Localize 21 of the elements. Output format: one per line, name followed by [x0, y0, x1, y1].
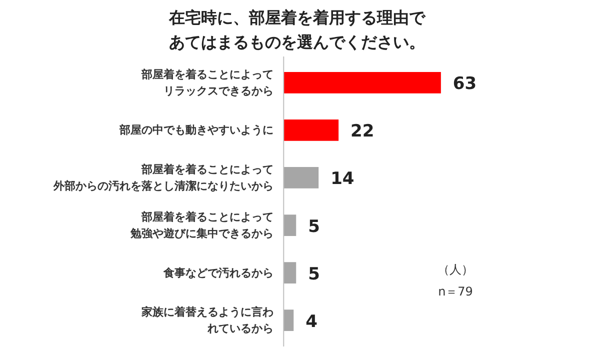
data-label: 22: [350, 122, 374, 142]
y-tick-label: 部屋着を着ることによって外部からの汚れを落とし清潔になりたいから: [52, 163, 274, 192]
data-label: 63: [452, 74, 477, 94]
data-label: 4: [306, 312, 318, 332]
data-label: 5: [308, 216, 320, 237]
data-label: 5: [308, 264, 320, 284]
y-tick-label: 部屋着を着ることによってリラックスできるから: [140, 68, 274, 98]
bar: [284, 214, 296, 236]
bar: [284, 310, 294, 332]
bar: [284, 167, 319, 188]
bar: [284, 119, 339, 141]
y-tick-label: 食事などで汚れるから: [162, 266, 274, 280]
annotation: （人）: [438, 262, 474, 276]
annotation: n＝79: [438, 284, 473, 298]
data-label: 14: [330, 169, 354, 190]
bar: [284, 262, 296, 284]
chart-title: 在宅時に、部屋着を着用する理由であてはまるものを選んでください。: [168, 8, 426, 52]
bar: [284, 72, 441, 94]
y-tick-label: 家族に着替えるように言われているから: [140, 306, 274, 335]
y-tick-label: 部屋の中でも動きやすいように: [118, 124, 274, 137]
y-tick-label: 部屋着を着ることによって勉強や遊びに集中できるから: [130, 210, 274, 240]
